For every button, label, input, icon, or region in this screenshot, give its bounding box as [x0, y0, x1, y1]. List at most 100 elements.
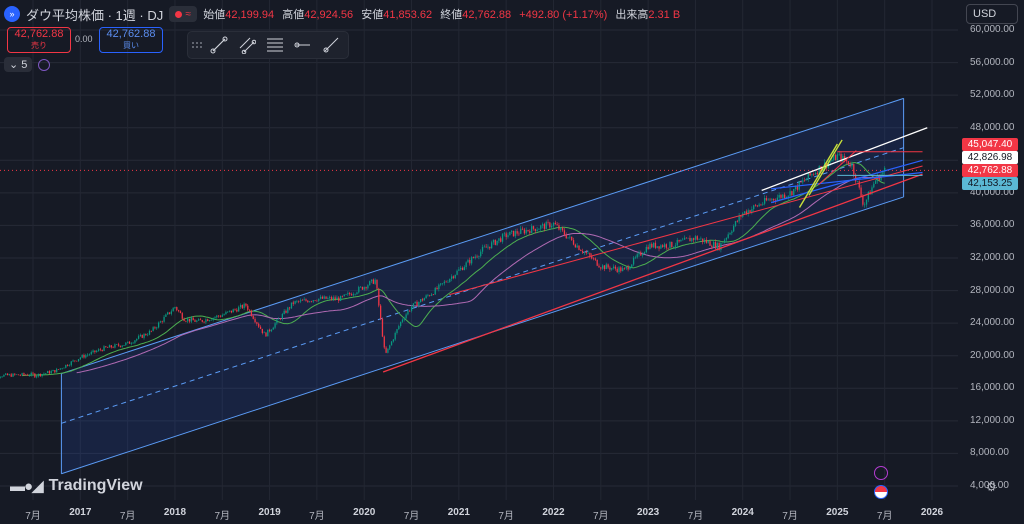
candle-body: [23, 373, 25, 375]
candle-body: [272, 327, 274, 330]
candle-body: [683, 237, 686, 240]
candle-body: [527, 230, 529, 231]
candle-body: [108, 345, 111, 348]
candle-body: [183, 318, 185, 322]
drawn-trendlines: [382, 127, 928, 373]
candle-body: [54, 370, 56, 373]
candle-body: [398, 326, 400, 330]
candle-body: [161, 321, 163, 322]
candle-body: [427, 295, 429, 296]
candle-body: [256, 322, 258, 324]
candle-body: [0, 376, 1, 378]
candle-body: [554, 222, 556, 225]
candle-body: [607, 264, 609, 268]
high-value: 42,924.56: [304, 9, 354, 21]
candle-body: [498, 238, 500, 241]
candle-body: [631, 264, 633, 268]
candle-body: [694, 236, 697, 240]
candle-body: [520, 228, 522, 234]
candle-body: [420, 299, 422, 303]
candle-body: [21, 373, 23, 376]
candle-body: [658, 246, 660, 249]
symbol-title[interactable]: ダウ平均株価 · 1週 · DJ: [26, 7, 164, 23]
candle-body: [34, 373, 36, 378]
candle-body: [116, 344, 118, 345]
candle-body: [667, 247, 669, 249]
time-tick: 7月: [119, 511, 136, 522]
ray-tool-icon[interactable]: [320, 34, 342, 56]
trendline-tool-icon[interactable]: [208, 34, 230, 56]
candle-body: [370, 279, 373, 282]
candle-body: [112, 347, 114, 348]
price-tick: 52,000.00: [970, 89, 1015, 101]
horizontal-ray-tool-icon[interactable]: [292, 34, 314, 56]
candle-body: [512, 230, 515, 237]
indicators-row: ⌄ 5: [4, 57, 51, 72]
candle-body: [205, 319, 207, 323]
candle-body: [190, 317, 193, 322]
drag-handle-icon[interactable]: [192, 37, 202, 53]
candle-body: [243, 303, 245, 309]
candle-body: [676, 239, 678, 246]
candle-body: [303, 299, 305, 301]
low-value: 41,853.62: [383, 9, 433, 21]
candle-body: [28, 375, 31, 376]
indicators-toggle[interactable]: ⌄ 5: [4, 57, 33, 72]
candle-body: [92, 350, 94, 353]
candle-body: [452, 276, 455, 278]
candle-body: [423, 298, 425, 301]
candle-body: [834, 154, 837, 161]
market-closed-icon: [175, 10, 183, 18]
candle-body: [165, 314, 167, 317]
candle-body: [252, 316, 254, 319]
candle-body: [41, 374, 43, 377]
candle-body: [276, 319, 278, 324]
parallel-channel-tool-icon[interactable]: [236, 34, 258, 56]
buy-button[interactable]: 42,762.88 買い: [99, 27, 163, 53]
time-tick: 2017: [69, 507, 92, 518]
support-trendline-2: [449, 165, 923, 296]
candle-body: [545, 222, 547, 229]
price-label-resistance: 45,047.40: [962, 138, 1018, 151]
candle-body: [565, 234, 567, 239]
candle-body: [647, 246, 649, 250]
axis-settings-gear-icon[interactable]: ⚙: [986, 480, 997, 494]
candlesticks: [0, 150, 886, 379]
indicator-status-icon[interactable]: [38, 58, 51, 71]
candle-body: [534, 228, 536, 232]
candle-body: [323, 296, 325, 299]
candle-body: [201, 320, 203, 322]
candle-body: [107, 347, 109, 348]
candle-body: [203, 321, 205, 323]
candle-body: [17, 374, 20, 376]
candle-body: [385, 347, 387, 353]
sell-button[interactable]: 42,762.88 売り: [7, 27, 71, 53]
currency-selector[interactable]: USD: [966, 4, 1018, 24]
double-chevron-icon[interactable]: »: [4, 6, 20, 22]
candle-body: [379, 305, 382, 319]
time-tick: 7月: [687, 511, 704, 522]
candle-body: [649, 243, 651, 250]
candle-body: [39, 373, 41, 377]
us-flag-icon[interactable]: [874, 485, 888, 499]
lightning-icon[interactable]: [874, 466, 888, 480]
candle-body: [305, 299, 307, 301]
candle-body: [199, 319, 202, 321]
candle-body: [443, 281, 445, 284]
candle-body: [157, 322, 160, 328]
candle-body: [450, 276, 453, 279]
candle-body: [500, 238, 502, 242]
candle-body: [137, 336, 140, 339]
candle-body: [680, 239, 682, 242]
candle-body: [74, 360, 76, 362]
candle-body: [494, 239, 496, 245]
candle-body: [509, 231, 511, 236]
candle-body: [796, 185, 799, 190]
candle-body: [114, 344, 116, 348]
fib-tool-icon[interactable]: [264, 34, 286, 56]
candle-body: [405, 314, 407, 319]
market-status-button[interactable]: ≈: [169, 6, 198, 22]
candle-body: [849, 164, 851, 167]
candle-body: [383, 336, 385, 348]
